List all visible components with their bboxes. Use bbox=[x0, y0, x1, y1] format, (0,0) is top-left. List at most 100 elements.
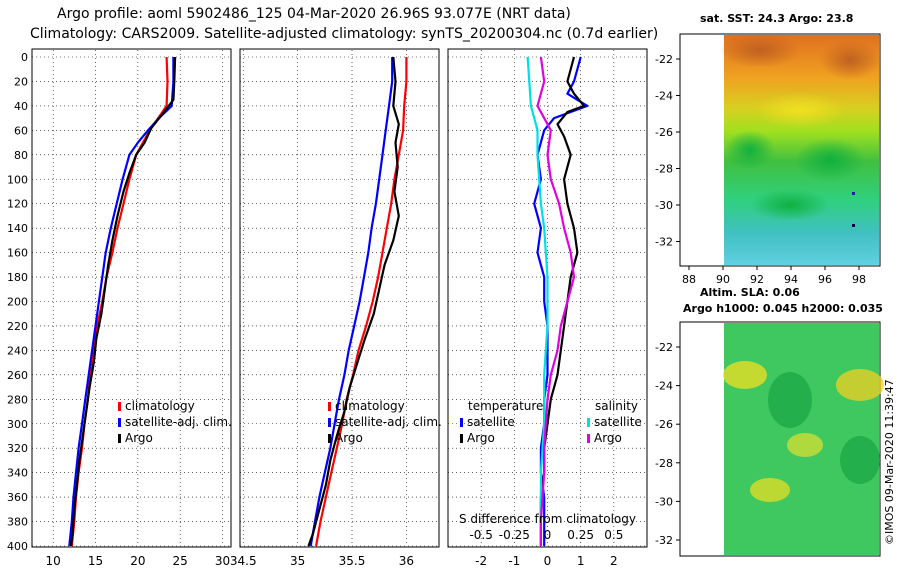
depth-tick-label: 300 bbox=[7, 418, 28, 431]
salinity-legend: climatology satellite-adj. clim. Argo bbox=[328, 399, 442, 445]
credit-text: ©IMOS 09-Mar-2020 11:39:47 bbox=[883, 379, 896, 545]
legend-swatch-temp-sat bbox=[460, 418, 463, 427]
difference-xlabel: S difference from climatology bbox=[459, 512, 636, 526]
sla-low-patch bbox=[768, 372, 812, 428]
legend-label-sal-sat: satellite bbox=[594, 415, 642, 429]
legend-swatch-clim bbox=[118, 402, 121, 411]
legend-swatch-argo bbox=[328, 434, 331, 443]
sst-green-patch bbox=[795, 138, 865, 182]
legend-label-argo: Argo bbox=[125, 431, 153, 445]
series-layer bbox=[68, 56, 589, 547]
lon-tick-label: 92 bbox=[750, 273, 764, 286]
depth-tick-label: 340 bbox=[7, 467, 28, 480]
lon-tick-label: 88 bbox=[682, 273, 696, 286]
title-line-1: Argo profile: aoml 5902486_125 04-Mar-20… bbox=[57, 6, 571, 22]
depth-tick-label: 160 bbox=[7, 247, 28, 260]
depth-tick-label: 400 bbox=[7, 540, 28, 553]
sla-lat-ticks: -22 -24 -26 -28 -30 -32 bbox=[655, 341, 680, 547]
x-tick-label: 25 bbox=[173, 554, 188, 568]
legend-swatch-clim bbox=[328, 402, 331, 411]
depth-tick-label: 80 bbox=[14, 149, 28, 162]
difference-legend: temperature satellite Argo salinity sate… bbox=[459, 399, 642, 526]
legend-label-sat: satellite-adj. clim. bbox=[335, 415, 442, 429]
legend-label-sat: satellite-adj. clim. bbox=[125, 415, 232, 429]
temperature-legend: climatology satellite-adj. clim. Argo bbox=[118, 399, 232, 445]
sst-lon-ticks: 88 90 92 94 96 98 bbox=[682, 266, 866, 286]
lon-tick-label: 90 bbox=[716, 273, 730, 286]
sst-map: -22 -24 -26 -28 -30 -32 88 90 92 94 96 98 bbox=[655, 32, 881, 286]
salinity-panel-frame bbox=[239, 48, 440, 548]
sst-warm-patch bbox=[820, 40, 880, 80]
depth-tick-label: 200 bbox=[7, 296, 28, 309]
sla-low-patch bbox=[840, 436, 880, 484]
legend-label-clim: climatology bbox=[125, 399, 195, 413]
sst-yellow-patch bbox=[755, 92, 845, 128]
sst-argo-marker bbox=[852, 192, 855, 195]
lat-tick-label: -32 bbox=[655, 236, 673, 249]
series-line-salinity-argo bbox=[536, 56, 576, 546]
lat-tick-label: -28 bbox=[655, 163, 673, 176]
depth-tick-label: 240 bbox=[7, 344, 28, 357]
lon-tick-label: 96 bbox=[818, 273, 832, 286]
grid-layer bbox=[32, 50, 647, 547]
x-tick-label: 0 bbox=[544, 554, 552, 568]
legend-swatch-sat bbox=[328, 418, 331, 427]
x-tick-label: -2 bbox=[475, 554, 487, 568]
legend-label-argo: Argo bbox=[335, 431, 363, 445]
lon-tick-label: 94 bbox=[784, 273, 798, 286]
sla-high-patch bbox=[723, 361, 767, 389]
series-line-argo bbox=[69, 56, 177, 547]
series-line-climatology bbox=[70, 56, 169, 547]
top-x-tick-label: 0 bbox=[544, 528, 552, 542]
sla-map: -22 -24 -26 -28 -30 -32 bbox=[655, 321, 884, 557]
legend-swatch-temp-argo bbox=[460, 434, 463, 443]
x-tick-label: 10 bbox=[46, 554, 61, 568]
x-tick-label: 15 bbox=[88, 554, 103, 568]
top-x-tick-label: -0.5 bbox=[469, 528, 492, 542]
sst-green-patch bbox=[750, 189, 830, 221]
x-tick-label: 1 bbox=[577, 554, 585, 568]
legend-label-clim: climatology bbox=[335, 399, 405, 413]
sst-map-title: sat. SST: 24.3 Argo: 23.8 bbox=[700, 12, 854, 25]
lat-tick-label: -30 bbox=[655, 199, 673, 212]
x-tick-label: 20 bbox=[130, 554, 145, 568]
depth-tick-label: 220 bbox=[7, 320, 28, 333]
legend-label-temp-argo: Argo bbox=[467, 431, 495, 445]
difference-panel-frame bbox=[447, 48, 648, 548]
series-line-satellite-adj-clim- bbox=[309, 57, 394, 547]
depth-tick-label: 0 bbox=[21, 51, 28, 64]
lat-tick-label: -26 bbox=[655, 126, 673, 139]
depth-tick-label: 120 bbox=[7, 198, 28, 211]
top-x-tick-label: 0.25 bbox=[567, 528, 594, 542]
x-tick-label: 30 bbox=[215, 554, 230, 568]
legend-swatch-sal-argo bbox=[587, 434, 590, 443]
depth-tick-label: 20 bbox=[14, 75, 28, 88]
title-line-2: Climatology: CARS2009. Satellite-adjuste… bbox=[30, 26, 659, 42]
top-x-tick-label: -0.25 bbox=[499, 528, 530, 542]
legend-swatch-argo bbox=[118, 434, 121, 443]
depth-tick-label: 320 bbox=[7, 442, 28, 455]
series-line-climatology bbox=[315, 57, 408, 547]
x-tick-label: 34.5 bbox=[230, 554, 257, 568]
depth-tick-label: 40 bbox=[14, 100, 28, 113]
series-line-salinity-satellite bbox=[526, 56, 549, 546]
sst-warm-patch bbox=[720, 32, 800, 68]
temperature-panel-frame bbox=[31, 48, 232, 548]
legend-heading-temperature: temperature bbox=[468, 399, 543, 413]
lon-tick-label: 98 bbox=[852, 273, 866, 286]
lat-tick-label: -26 bbox=[655, 418, 673, 431]
x-tick-label: 2 bbox=[610, 554, 618, 568]
depth-tick-label: 100 bbox=[7, 173, 28, 186]
sla-map-title-1: Altim. SLA: 0.06 bbox=[700, 286, 800, 299]
x-tick-label: 36 bbox=[399, 554, 414, 568]
top-x-tick-label: 0.5 bbox=[604, 528, 623, 542]
lat-tick-label: -22 bbox=[655, 53, 673, 66]
lat-tick-label: -32 bbox=[655, 534, 673, 547]
sla-high-patch bbox=[750, 478, 790, 502]
legend-swatch-sal-sat bbox=[587, 418, 590, 427]
x-tick-label: 35.5 bbox=[339, 554, 366, 568]
depth-tick-label: 180 bbox=[7, 271, 28, 284]
lat-tick-label: -30 bbox=[655, 495, 673, 508]
lat-tick-label: -22 bbox=[655, 341, 673, 354]
